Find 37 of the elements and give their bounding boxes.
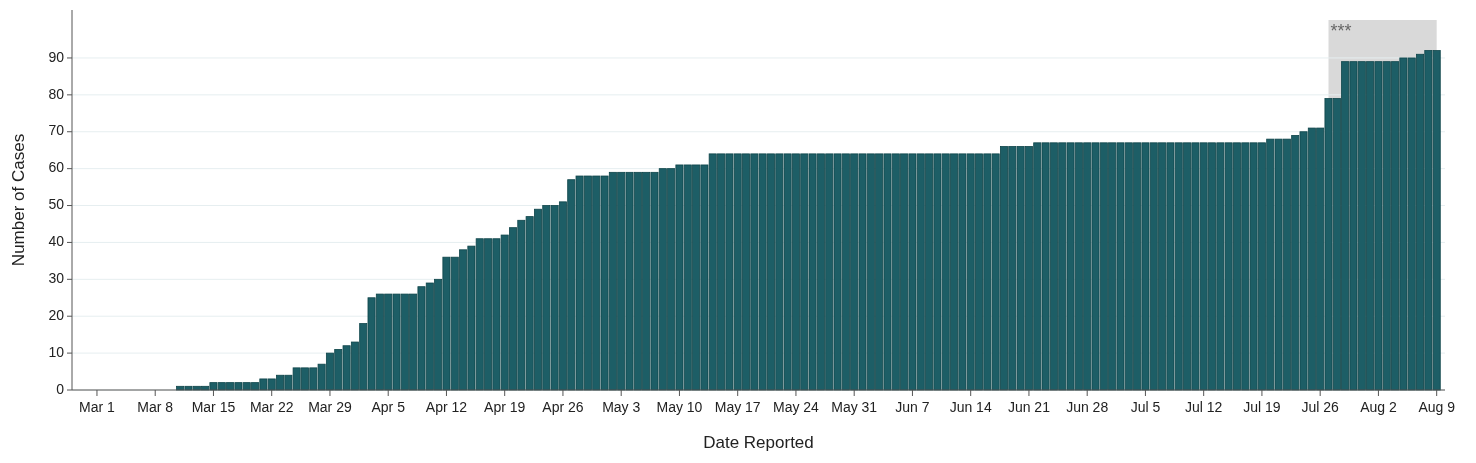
x-tick-label: Mar 15 xyxy=(191,399,236,415)
y-tick-label: 60 xyxy=(48,159,65,176)
y-tick-label: 80 xyxy=(48,85,65,102)
x-tick-label: Jul 5 xyxy=(1130,399,1161,415)
y-tick-label: 90 xyxy=(48,48,65,65)
x-tick-label: Jun 14 xyxy=(949,399,992,415)
y-tick-label: 70 xyxy=(48,122,65,139)
y-tick-label: 20 xyxy=(48,306,65,323)
x-tick-label: Mar 22 xyxy=(249,399,294,415)
y-tick-label: 0 xyxy=(56,380,65,397)
x-tick-label: Aug 9 xyxy=(1418,399,1456,415)
x-tick-label: Mar 8 xyxy=(137,399,174,415)
x-tick-label: Apr 5 xyxy=(371,399,406,415)
x-axis-title: Date Reported xyxy=(703,433,814,452)
x-tick-label: May 31 xyxy=(831,399,878,415)
annotation: *** xyxy=(1330,20,1352,41)
x-tick-label: May 24 xyxy=(772,399,820,415)
x-tick-label: Mar 1 xyxy=(79,399,116,415)
y-tick-label: 10 xyxy=(48,343,65,360)
x-tick-label: Jun 21 xyxy=(1007,399,1051,415)
x-tick-label: Jun 28 xyxy=(1066,399,1109,415)
x-tick-label: Apr 26 xyxy=(542,399,584,415)
x-tick-label: Mar 29 xyxy=(308,399,352,415)
x-tick-label: May 10 xyxy=(656,399,703,415)
y-tick-label: 40 xyxy=(48,233,65,250)
x-tick-label: Jul 26 xyxy=(1301,399,1340,415)
x-tick-label: May 17 xyxy=(714,399,761,415)
y-tick-label: 30 xyxy=(48,270,65,287)
x-tick-label: Apr 19 xyxy=(484,399,526,415)
x-tick-label: Apr 12 xyxy=(425,399,468,415)
y-axis-title: Number of Cases xyxy=(9,133,28,267)
x-tick-label: May 3 xyxy=(602,399,641,415)
x-tick-label: Jul 19 xyxy=(1243,399,1281,415)
x-tick-label: Jul 12 xyxy=(1185,399,1223,415)
y-tick-label: 50 xyxy=(48,196,65,213)
x-tick-label: Aug 2 xyxy=(1360,399,1397,415)
x-tick-label: Jun 7 xyxy=(895,399,930,415)
